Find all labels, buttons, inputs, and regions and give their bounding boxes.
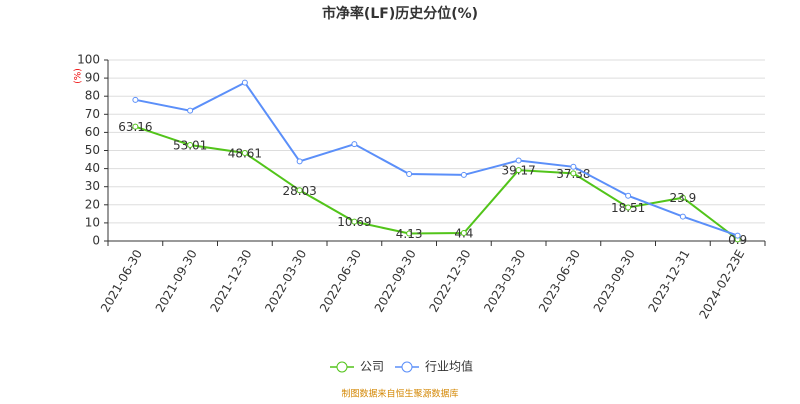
data-point — [679, 194, 686, 201]
y-tick-label: 70 — [85, 107, 100, 121]
x-tick-label: 2023-03-30 — [481, 247, 528, 314]
line-series — [135, 81, 738, 237]
data-point — [187, 142, 194, 149]
data-point — [241, 79, 248, 86]
data-point — [132, 96, 139, 103]
x-tick-label: 2021-12-30 — [208, 247, 255, 314]
data-label: 63.16 — [118, 120, 152, 134]
data-point — [296, 158, 303, 165]
y-tick-label: 10 — [85, 215, 100, 229]
data-label: 10.69 — [337, 215, 371, 229]
data-point — [515, 157, 522, 164]
data-label: 48.61 — [228, 147, 262, 161]
data-label: 4.4 — [454, 227, 473, 241]
data-point — [570, 170, 577, 177]
data-point — [296, 187, 303, 194]
x-tick-label: 2022-06-30 — [317, 247, 364, 314]
data-label: 0.9 — [728, 233, 747, 247]
data-point — [241, 150, 248, 157]
legend-marker — [401, 361, 413, 373]
data-label: 53.01 — [173, 139, 207, 153]
y-tick-label: 60 — [85, 125, 100, 139]
y-tick-label: 30 — [85, 179, 100, 193]
data-point — [625, 192, 632, 199]
data-point — [460, 171, 467, 178]
y-tick-label: 0 — [92, 234, 100, 248]
data-point — [625, 204, 632, 211]
source-note: 制图数据来自恒生聚源数据库 — [341, 388, 458, 400]
data-label: 23.9 — [670, 191, 697, 205]
data-label: 39.17 — [501, 164, 535, 178]
y-tick-label: 90 — [85, 71, 100, 85]
data-point — [679, 213, 686, 220]
y-tick-label: 80 — [85, 89, 100, 103]
data-point — [570, 163, 577, 170]
y-tick-label: 50 — [85, 143, 100, 157]
y-tick-label: 100 — [77, 53, 100, 67]
data-point — [734, 232, 741, 239]
legend-marker — [336, 361, 348, 373]
x-tick-label: 2022-09-30 — [372, 247, 419, 314]
x-tick-label: 2021-09-30 — [153, 247, 200, 314]
x-tick-label: 2022-12-30 — [427, 247, 474, 314]
legend-label: 行业均值 — [425, 359, 473, 374]
x-tick-label: 2022-03-30 — [262, 247, 309, 314]
chart-title: 市净率(LF)历史分位(%) — [322, 5, 478, 22]
data-point — [132, 123, 139, 130]
x-tick-label: 2024-02-23E — [696, 247, 747, 321]
data-point — [187, 107, 194, 114]
data-point — [351, 218, 358, 225]
legend-label: 公司 — [360, 360, 384, 374]
line-series — [135, 125, 739, 241]
data-label: 28.03 — [282, 184, 316, 198]
data-point — [460, 230, 467, 237]
data-point — [351, 141, 358, 148]
y-axis-label: (%) — [74, 68, 84, 84]
y-tick-label: 40 — [85, 161, 100, 175]
data-label: 18.51 — [611, 201, 645, 215]
x-tick-label: 2023-12-31 — [646, 247, 693, 314]
data-label: 4.13 — [396, 227, 423, 241]
x-tick-label: 2023-09-30 — [591, 247, 638, 314]
x-tick-label: 2021-06-30 — [98, 247, 145, 314]
data-point — [515, 167, 522, 174]
y-tick-label: 20 — [85, 197, 100, 211]
data-point — [406, 171, 413, 178]
x-tick-label: 2023-06-30 — [536, 247, 583, 314]
data-point — [406, 230, 413, 237]
